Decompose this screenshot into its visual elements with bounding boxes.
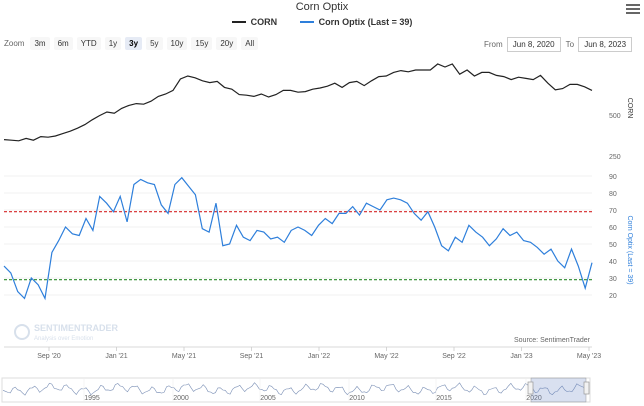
navigator-frame xyxy=(1,377,591,403)
zoom-button-5y[interactable]: 5y xyxy=(146,37,163,50)
tick-labels: 500 250 90 80 70 60 50 40 30 20 Sep '20 Jan '21 May … xyxy=(4,113,621,360)
x-tick-label: Jan '21 xyxy=(105,353,127,360)
x-tick-label: Sep '22 xyxy=(442,353,466,360)
legend-line-icon xyxy=(231,21,246,23)
lower-y-tick: 70 xyxy=(609,208,617,215)
navigator-year-label: 2015 xyxy=(436,395,452,402)
zoom-bar: Zoom 3m 6m YTD 1y 3y 5y 10y 15y 20y All xyxy=(4,37,262,50)
lower-axis-title: Corn Optix (Last = 39) xyxy=(626,215,633,284)
zoom-label: Zoom xyxy=(4,39,25,48)
optix-series-line[interactable] xyxy=(3,176,593,301)
zoom-button-15y[interactable]: 15y xyxy=(191,37,213,50)
navigator-right-handle[interactable] xyxy=(583,381,590,395)
navigator-year-label: 2000 xyxy=(173,395,189,402)
upper-y-tick: 500 xyxy=(609,113,621,120)
watermark-subtext: Analysis over Emotion xyxy=(34,336,93,342)
lower-y-tick: 60 xyxy=(609,225,617,232)
navigator[interactable]: 1995 2000 2005 2010 2015 2020 xyxy=(1,377,591,403)
date-range: From Jun 8, 2020 To Jun 8, 2023 xyxy=(484,37,637,52)
lower-y-tick: 90 xyxy=(609,174,617,181)
zoom-button-20y[interactable]: 20y xyxy=(216,37,238,50)
navigator-series-line xyxy=(2,382,590,396)
legend-item-corn[interactable]: CORN xyxy=(231,17,278,27)
legend-line-icon xyxy=(299,21,314,23)
source-note: Source: SentimenTrader xyxy=(514,337,591,344)
zoom-button-10y[interactable]: 10y xyxy=(166,37,188,50)
x-tick-label: Jan '23 xyxy=(510,353,532,360)
lower-y-tick: 80 xyxy=(609,191,617,198)
corn-series-line[interactable] xyxy=(3,63,593,142)
legend-label: Corn Optix (Last = 39) xyxy=(318,17,413,27)
x-tick-label: Sep '20 xyxy=(37,353,61,360)
series-layer xyxy=(3,63,593,301)
to-label: To xyxy=(565,40,575,49)
x-tick-label: Sep '21 xyxy=(240,353,264,360)
zoom-button-3y[interactable]: 3y xyxy=(125,37,143,50)
zoom-button-3m[interactable]: 3m xyxy=(30,37,50,50)
navigator-year-label: 1995 xyxy=(84,395,100,402)
x-tick-label: May '21 xyxy=(172,353,196,360)
legend: CORN Corn Optix (Last = 39) xyxy=(0,15,644,27)
navigator-left-handle[interactable] xyxy=(527,381,534,395)
x-tick-label: Jan '22 xyxy=(308,353,330,360)
upper-axis-title: CORN xyxy=(626,98,633,119)
lower-y-tick: 30 xyxy=(609,276,617,283)
upper-y-tick: 250 xyxy=(609,154,621,161)
navigator-year-label: 2010 xyxy=(349,395,365,402)
x-tick-label: May '22 xyxy=(374,353,398,360)
watermark-text: SENTIMENTRADER xyxy=(34,323,119,333)
navigator-selection[interactable] xyxy=(530,377,587,403)
navigator-year-label: 2005 xyxy=(260,395,276,402)
zoom-button-6m[interactable]: 6m xyxy=(53,37,73,50)
grid-lines xyxy=(4,175,592,296)
lower-y-tick: 50 xyxy=(609,242,617,249)
from-label: From xyxy=(484,40,503,49)
lower-y-tick: 40 xyxy=(609,259,617,266)
chart-title: Corn Optix xyxy=(295,1,349,13)
zoom-button-1y[interactable]: 1y xyxy=(104,37,122,50)
from-date-input[interactable]: Jun 8, 2020 xyxy=(506,37,561,52)
navigator-year-label: 2020 xyxy=(526,395,542,402)
to-date-input[interactable]: Jun 8, 2023 xyxy=(578,37,633,52)
zoom-button-all[interactable]: All xyxy=(241,37,259,50)
watermark-logo-icon xyxy=(14,324,30,340)
lower-y-tick: 20 xyxy=(609,293,617,300)
zoom-button-ytd[interactable]: YTD xyxy=(76,37,101,50)
context-menu-icon[interactable] xyxy=(626,2,640,16)
x-tick-label: May '23 xyxy=(577,353,601,360)
watermark: SENTIMENTRADER Analysis over Emotion xyxy=(14,323,119,342)
legend-item-optix[interactable]: Corn Optix (Last = 39) xyxy=(299,17,413,27)
legend-label: CORN xyxy=(250,17,278,27)
